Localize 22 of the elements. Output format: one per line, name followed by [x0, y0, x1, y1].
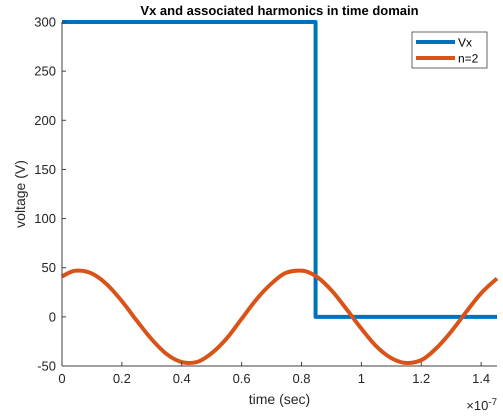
y-tick-label: 300: [34, 14, 56, 30]
chart-title: Vx and associated harmonics in time domain: [140, 3, 419, 18]
y-tick-label: 250: [34, 64, 56, 79]
y-tick-label: 150: [34, 162, 56, 177]
y-tick-label: 200: [34, 112, 56, 128]
x-tick-label: 0.2: [112, 371, 131, 386]
x-tick-label: 0.4: [172, 371, 191, 386]
x-tick-label: 1.2: [412, 371, 430, 386]
y-tick-label: -50: [37, 358, 56, 374]
y-axis-title: voltage (V): [12, 160, 28, 228]
legend-label: Vx: [458, 36, 472, 50]
text: ×10$^{-7}$: [466, 396, 497, 413]
x-tick-label: 0.6: [232, 371, 251, 386]
legend-label: n=2: [458, 52, 479, 66]
y-tick-label: 100: [34, 211, 56, 226]
x-tick-label: 1: [358, 371, 365, 386]
y-tick-label: 50: [42, 260, 56, 276]
x-tick-label: 0: [58, 371, 66, 386]
x-tick-label: 1.4: [472, 371, 490, 386]
x-tick-label: 0.8: [292, 371, 311, 386]
x-axis-title: time (sec): [248, 391, 310, 407]
y-tick-label: 0: [48, 309, 56, 324]
